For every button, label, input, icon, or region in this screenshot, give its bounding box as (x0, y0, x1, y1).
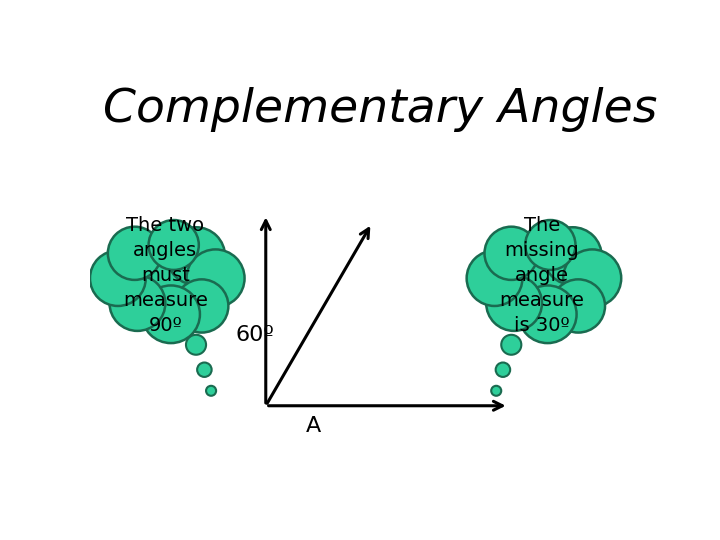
Circle shape (544, 227, 602, 285)
Circle shape (467, 251, 523, 306)
Circle shape (90, 251, 145, 306)
Circle shape (552, 279, 605, 333)
Circle shape (186, 249, 245, 307)
Circle shape (175, 279, 228, 333)
Circle shape (197, 362, 212, 377)
Circle shape (502, 233, 582, 313)
Circle shape (485, 227, 538, 280)
Text: A: A (305, 416, 321, 436)
Circle shape (142, 286, 200, 343)
Circle shape (109, 275, 166, 331)
Circle shape (125, 233, 205, 313)
Circle shape (108, 227, 161, 280)
Text: The two
angles
must
measure
90º: The two angles must measure 90º (123, 216, 208, 335)
Circle shape (186, 249, 245, 307)
Circle shape (491, 386, 501, 396)
Circle shape (125, 233, 205, 313)
Circle shape (467, 251, 523, 306)
Circle shape (90, 251, 145, 306)
Circle shape (486, 275, 542, 331)
Circle shape (167, 227, 225, 285)
Circle shape (495, 362, 510, 377)
Circle shape (502, 233, 582, 313)
Circle shape (108, 227, 161, 280)
Circle shape (142, 286, 200, 343)
Text: The
missing
angle
measure
is 30º: The missing angle measure is 30º (500, 216, 585, 335)
Circle shape (175, 279, 228, 333)
Circle shape (485, 227, 538, 280)
Circle shape (501, 335, 521, 355)
Text: Complementary Angles: Complementary Angles (103, 87, 657, 132)
Circle shape (563, 249, 621, 307)
Circle shape (552, 279, 605, 333)
Circle shape (206, 386, 216, 396)
Circle shape (148, 220, 199, 270)
Circle shape (563, 249, 621, 307)
Text: 60º: 60º (235, 325, 274, 345)
Circle shape (148, 220, 199, 270)
Circle shape (526, 220, 575, 270)
Circle shape (544, 227, 602, 285)
Circle shape (526, 220, 575, 270)
Circle shape (109, 275, 166, 331)
Circle shape (186, 335, 206, 355)
Circle shape (518, 286, 577, 343)
Circle shape (167, 227, 225, 285)
Circle shape (486, 275, 542, 331)
Circle shape (518, 286, 577, 343)
